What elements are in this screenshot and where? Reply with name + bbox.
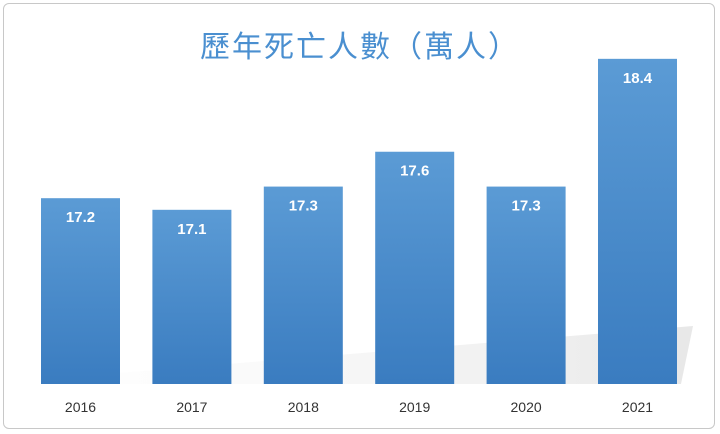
data-labels: 17.2 17.1 17.3 17.6 17.3 18.4	[66, 70, 653, 238]
data-label-2017: 17.1	[177, 221, 206, 238]
bars	[41, 58, 677, 384]
bar-2016	[41, 198, 120, 384]
chart-frame: 歷年死亡人數（萬人） 17.2 17.1 17.3 17.6 17.3 18.4 2016…	[3, 3, 715, 429]
bar-2017	[152, 209, 232, 384]
bar-2020	[486, 186, 566, 384]
x-tick-2018: 2018	[288, 399, 319, 415]
x-tick-2020: 2020	[511, 399, 542, 415]
data-label-2020: 17.3	[511, 198, 540, 215]
x-tick-2017: 2017	[176, 399, 207, 415]
chart-title: 歷年死亡人數（萬人）	[200, 30, 520, 65]
floor-shadow	[33, 326, 693, 384]
x-tick-2021: 2021	[622, 399, 653, 415]
bar-2019	[375, 151, 455, 384]
bar-2018	[263, 186, 343, 384]
x-tick-2019: 2019	[399, 399, 430, 415]
x-axis-ticks: 2016 2017 2018 2019 2020 2021	[65, 399, 653, 415]
data-label-2018: 17.3	[289, 198, 318, 215]
bar-2021	[598, 58, 677, 384]
data-label-2021: 18.4	[623, 70, 653, 87]
x-tick-2016: 2016	[65, 399, 96, 415]
data-label-2019: 17.6	[400, 163, 429, 180]
bar-chart: 17.217.117.317.617.318.4 2016 2017 2018 201…	[33, 58, 693, 415]
plot-floor-shadow	[33, 326, 693, 384]
data-label-2016: 17.2	[66, 209, 95, 226]
